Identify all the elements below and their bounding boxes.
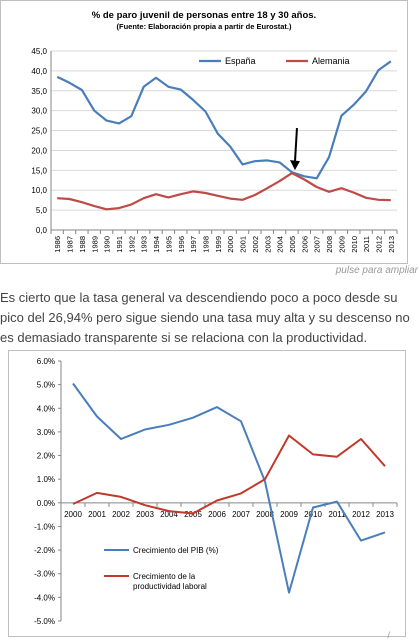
- y-tick-label: 5.0%: [37, 381, 55, 390]
- series-line-espana: [56, 60, 392, 180]
- x-tick-label: 1990: [103, 236, 112, 253]
- x-tick-label: 2002: [112, 510, 130, 519]
- y-tick-label: 20,0: [31, 146, 47, 155]
- y-tick-label: 35,0: [31, 87, 47, 96]
- x-tick-label: 2009: [280, 510, 298, 519]
- x-tick-label: 1999: [214, 236, 223, 253]
- x-tick-label: 1997: [189, 236, 198, 253]
- legend-label: Crecimiento de la productividad laboral: [133, 572, 207, 591]
- chart-2-canvas: -5.0% -4.0% -3.0% -2.0% -1.0% 0.0% 1.0% 2.0% 3.0…: [34, 357, 398, 626]
- legend-label: Alemania: [312, 56, 350, 66]
- series-line-alemania: [57, 172, 391, 211]
- chart-1-subtitle: (Fuente: Elaboración propia a partir de …: [116, 22, 292, 31]
- y-tick-label: 4.0%: [37, 404, 55, 413]
- x-tick-label: 2003: [263, 236, 272, 253]
- x-tick-label: 2004: [276, 236, 285, 253]
- y-tick-label: 40,0: [31, 67, 47, 76]
- gdp-productivity-chart: -5.0% -4.0% -3.0% -2.0% -1.0% 0.0% 1.0% 2.0% 3.0…: [8, 350, 406, 637]
- y-tick-label: -2.0%: [34, 546, 55, 555]
- x-tick-label: 2005: [288, 236, 297, 253]
- youth-unemployment-chart: % de paro juvenil de personas entre 18 y…: [0, 0, 408, 264]
- image-caption: pulse para ampliar: [335, 265, 418, 276]
- x-tick-label: 1989: [90, 236, 99, 253]
- y-tick-label: 0.0%: [37, 499, 55, 508]
- x-tick-label: 1988: [78, 236, 87, 253]
- x-tick-label: 2007: [232, 510, 250, 519]
- chart-1-canvas: % de paro juvenil de personas entre 18 y…: [31, 10, 398, 253]
- x-tick-label: 1992: [127, 236, 136, 253]
- corner-mark: /: [387, 630, 390, 640]
- x-tick-label: 1995: [164, 236, 173, 253]
- y-tick-label: 1.0%: [37, 475, 55, 484]
- x-tick-label: 2003: [136, 510, 154, 519]
- x-tick-label: 1986: [53, 236, 62, 253]
- x-tick-label: 2011: [362, 236, 371, 252]
- x-tick-label: 2008: [325, 236, 334, 253]
- x-tick-label: 2004: [160, 510, 178, 519]
- x-tick-label: 2009: [337, 236, 346, 253]
- legend-label: Crecimiento del PIB (%): [133, 546, 219, 555]
- x-tick-label: 2000: [226, 236, 235, 253]
- series-line-pib: [72, 382, 386, 594]
- y-tick-label: 30,0: [31, 107, 47, 116]
- x-tick-label: 2013: [376, 510, 394, 519]
- legend-label: España: [225, 56, 256, 66]
- x-tick-label: 2001: [239, 236, 248, 253]
- x-tick-label: 2011: [328, 510, 346, 519]
- x-tick-label: 2007: [313, 236, 322, 253]
- legend-label-line: Crecimiento de la: [133, 572, 196, 581]
- x-tick-label: 2006: [300, 236, 309, 253]
- x-tick-label: 1994: [152, 236, 161, 253]
- x-tick-label: 2013: [387, 236, 396, 253]
- y-tick-label: 25,0: [31, 127, 47, 136]
- y-tick-label: -4.0%: [34, 593, 55, 602]
- body-paragraph: Es cierto que la tasa general va descend…: [0, 290, 410, 345]
- x-tick-label: 2000: [64, 510, 82, 519]
- y-tick-label: 10,0: [31, 186, 47, 195]
- y-tick-label: -3.0%: [34, 570, 55, 579]
- x-tick-label: 2010: [350, 236, 359, 253]
- x-tick-label: 1987: [66, 236, 75, 253]
- x-tick-label: 2008: [256, 510, 274, 519]
- x-tick-label: 2001: [88, 510, 106, 519]
- series-line-productividad: [72, 434, 386, 515]
- annotation-arrow-head: [289, 160, 300, 171]
- y-tick-label: 3.0%: [37, 428, 55, 437]
- y-tick-label: -5.0%: [34, 617, 55, 626]
- chart-1-title: % de paro juvenil de personas entre 18 y…: [92, 10, 316, 21]
- x-tick-label: 2012: [352, 510, 370, 519]
- x-tick-label: 2006: [208, 510, 226, 519]
- y-tick-label: 2.0%: [37, 452, 55, 461]
- legend-label-line: productividad laboral: [133, 582, 207, 591]
- x-tick-label: 2002: [251, 236, 260, 253]
- y-tick-label: 6.0%: [37, 357, 55, 366]
- x-tick-label: 2010: [304, 510, 322, 519]
- x-tick-label: 2012: [374, 236, 383, 253]
- x-tick-label: 1996: [177, 236, 186, 253]
- x-tick-label: 1993: [140, 236, 149, 253]
- y-tick-label: 15,0: [31, 166, 47, 175]
- x-tick-label: 1991: [115, 236, 124, 253]
- x-tick-label: 1998: [201, 236, 210, 253]
- y-tick-label: 5,0: [36, 206, 48, 215]
- annotation-arrow-shaft: [293, 128, 298, 163]
- y-tick-label: 0,0: [36, 226, 48, 235]
- y-tick-label: -1.0%: [34, 522, 55, 531]
- y-tick-label: 45,0: [31, 47, 47, 56]
